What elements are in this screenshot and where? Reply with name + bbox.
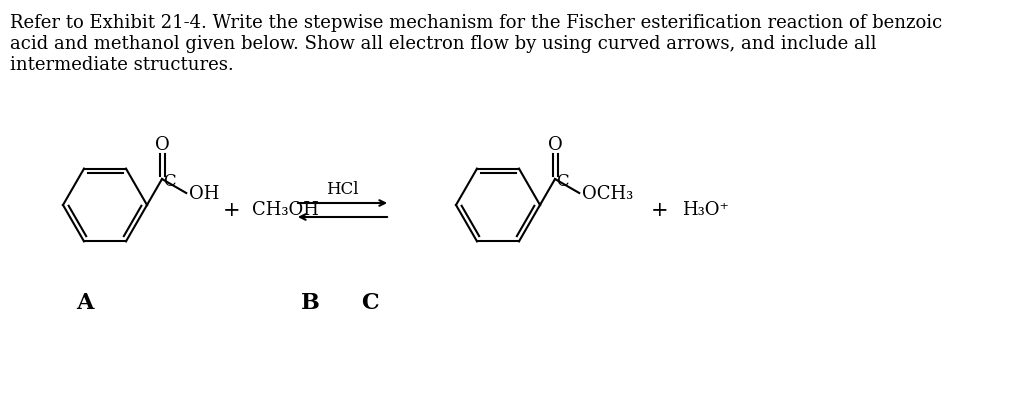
Text: C: C <box>361 292 379 314</box>
Text: Refer to Exhibit 21-4. Write the stepwise mechanism for the Fischer esterificati: Refer to Exhibit 21-4. Write the stepwis… <box>10 14 942 32</box>
Text: H₃O⁺: H₃O⁺ <box>682 201 729 219</box>
Text: +: + <box>651 200 669 220</box>
Text: OH: OH <box>189 185 219 203</box>
Text: +: + <box>223 200 241 220</box>
Text: C: C <box>163 173 176 190</box>
Text: B: B <box>301 292 319 314</box>
Text: OCH₃: OCH₃ <box>583 185 634 203</box>
Text: CH₃OH: CH₃OH <box>252 201 318 219</box>
Text: O: O <box>155 136 169 154</box>
Text: intermediate structures.: intermediate structures. <box>10 56 233 74</box>
Text: HCl: HCl <box>327 181 358 198</box>
Text: O: O <box>548 136 562 154</box>
Text: A: A <box>77 292 93 314</box>
Text: C: C <box>556 173 568 190</box>
Text: acid and methanol given below. Show all electron flow by using curved arrows, an: acid and methanol given below. Show all … <box>10 35 877 53</box>
